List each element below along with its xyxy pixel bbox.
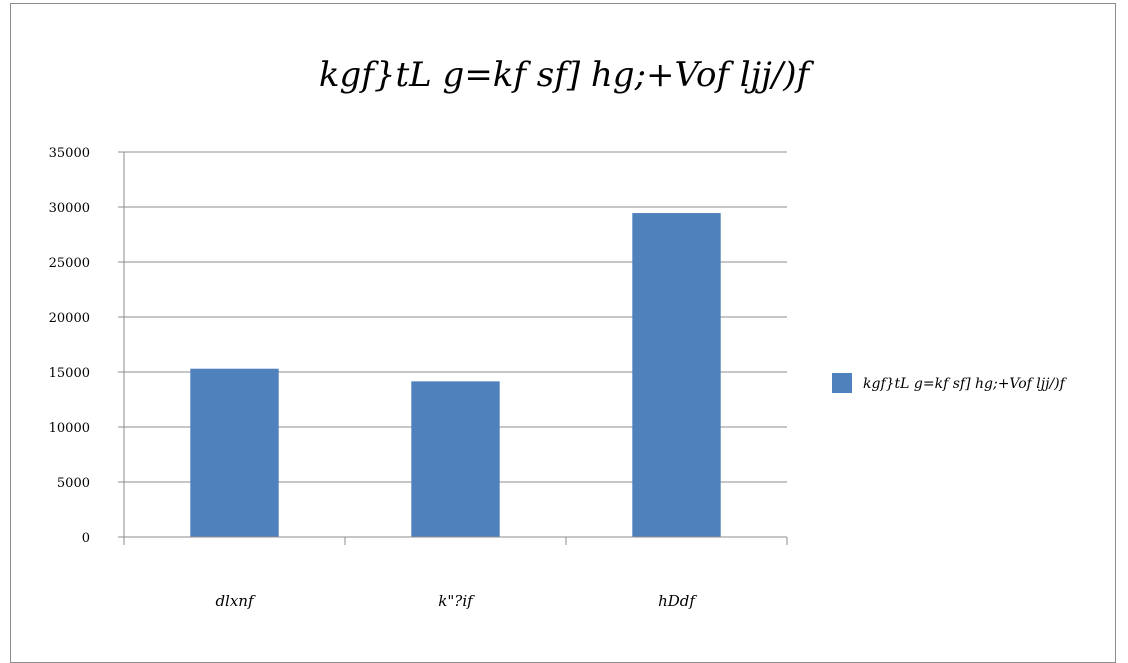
y-tick-label: 5000 xyxy=(57,476,90,491)
axes: 0 5000 10000 15000 20000 25000 30000 35000 dlxnf… xyxy=(49,146,788,610)
bars xyxy=(190,213,721,538)
y-tick-label: 0 xyxy=(82,531,90,546)
chart-frame xyxy=(10,3,1116,663)
legend-label: kgf}tL g=kf sf] hg;+Vof ljj/)f xyxy=(863,376,1068,392)
legend-swatch xyxy=(832,373,852,393)
x-category-label: hDdf xyxy=(658,592,697,610)
y-tick-label: 30000 xyxy=(49,201,90,216)
y-tick-label: 15000 xyxy=(49,366,90,381)
bar-hDdf xyxy=(632,213,721,538)
bar-k"?if xyxy=(411,381,500,537)
y-tick-label: 25000 xyxy=(49,256,90,271)
bar-dlxnf xyxy=(190,368,279,537)
x-category-label: k"?if xyxy=(438,592,475,610)
legend: kgf}tL g=kf sf] hg;+Vof ljj/)f xyxy=(832,373,1068,393)
chart-svg: kgf}tL g=kf sf] hg;+Vof ljj/)f 0 5000 1000… xyxy=(49,55,1068,610)
y-tick-label: 10000 xyxy=(49,421,90,436)
y-tick-label: 20000 xyxy=(49,311,90,326)
x-category-label: dlxnf xyxy=(215,592,256,610)
y-tick-label: 35000 xyxy=(49,146,90,161)
chart-title: kgf}tL g=kf sf] hg;+Vof ljj/)f xyxy=(319,55,815,95)
